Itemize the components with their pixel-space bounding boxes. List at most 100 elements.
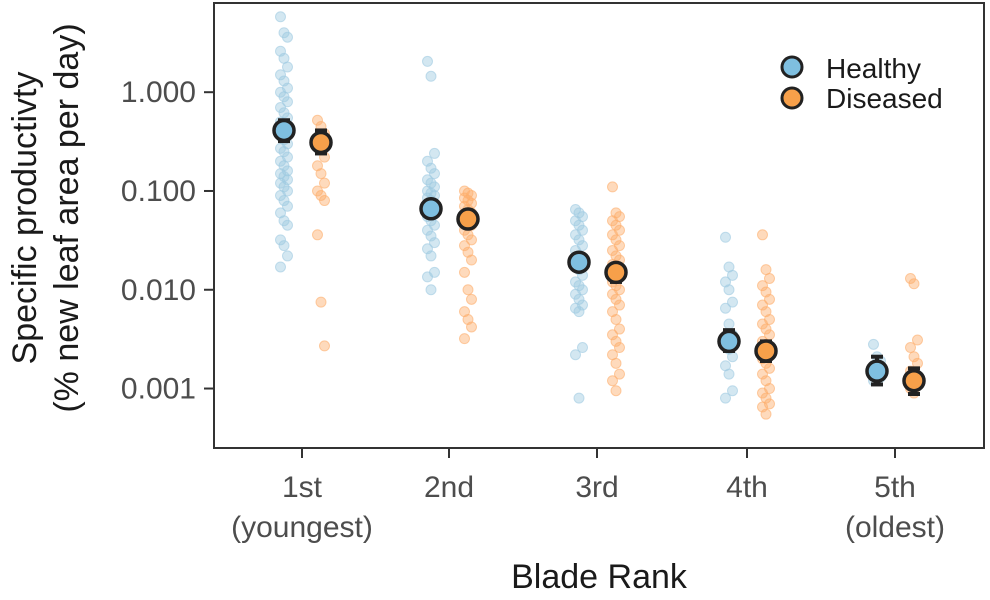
raw-point-healthy bbox=[429, 147, 440, 159]
raw-point-healthy bbox=[278, 240, 290, 252]
raw-point-diseased bbox=[760, 408, 772, 420]
raw-point-diseased bbox=[610, 385, 622, 397]
raw-point-healthy bbox=[282, 219, 293, 231]
raw-point-diseased bbox=[319, 195, 330, 207]
raw-point-diseased bbox=[614, 299, 625, 311]
raw-point-healthy bbox=[422, 224, 433, 236]
raw-point-healthy bbox=[720, 392, 731, 404]
raw-point-healthy bbox=[282, 250, 293, 262]
raw-point-diseased bbox=[459, 266, 470, 278]
raw-point-diseased bbox=[466, 254, 477, 266]
raw-point-healthy bbox=[720, 231, 731, 243]
plot-panel bbox=[213, 2, 985, 449]
raw-point-diseased bbox=[908, 278, 920, 290]
y-tick-label: 0.100 bbox=[121, 175, 196, 208]
raw-point-diseased bbox=[607, 181, 618, 193]
raw-point-diseased bbox=[610, 335, 622, 347]
raw-point-diseased bbox=[312, 114, 323, 126]
raw-point-diseased bbox=[462, 284, 474, 296]
raw-point-diseased bbox=[614, 342, 625, 354]
raw-point-healthy bbox=[573, 392, 585, 404]
raw-point-diseased bbox=[610, 357, 622, 369]
mean-point-healthy bbox=[272, 118, 296, 143]
raw-point-diseased bbox=[757, 299, 768, 311]
raw-point-healthy bbox=[282, 61, 293, 73]
raw-point-diseased bbox=[757, 280, 768, 292]
x-tick-sublabel: (oldest) bbox=[845, 511, 945, 544]
raw-point-healthy bbox=[723, 318, 735, 330]
x-tick-label: 5th bbox=[874, 471, 916, 504]
y-axis: 1.000 0.100 0.010 0.001 bbox=[121, 76, 214, 406]
x-tick-label: 3rd bbox=[575, 471, 618, 504]
raw-point-diseased bbox=[764, 273, 775, 285]
x-axis-title: Blade Rank bbox=[511, 558, 688, 596]
raw-point-healthy bbox=[425, 162, 437, 174]
raw-point-diseased bbox=[315, 168, 327, 180]
raw-point-healthy bbox=[282, 96, 293, 108]
raw-point-diseased bbox=[760, 323, 772, 335]
raw-point-healthy bbox=[429, 168, 440, 180]
x-tick-sublabel: (youngest) bbox=[231, 511, 373, 544]
raw-point-healthy bbox=[723, 284, 735, 296]
raw-point-diseased bbox=[610, 313, 622, 325]
legend: Healthy Diseased bbox=[780, 53, 943, 114]
raw-point-healthy bbox=[727, 296, 738, 308]
raw-point-diseased bbox=[764, 362, 775, 374]
raw-point-healthy bbox=[275, 69, 286, 81]
raw-point-diseased bbox=[319, 177, 330, 189]
raw-point-diseased bbox=[610, 234, 622, 246]
raw-point-healthy bbox=[425, 250, 437, 262]
y-tick-label: 0.001 bbox=[121, 373, 196, 406]
raw-point-diseased bbox=[315, 296, 327, 308]
raw-point-healthy bbox=[275, 234, 286, 246]
raw-point-diseased bbox=[459, 240, 470, 252]
raw-point-healthy bbox=[422, 271, 433, 283]
raw-point-healthy bbox=[282, 200, 293, 212]
raw-point-diseased bbox=[912, 334, 923, 346]
x-tick-label: 1st bbox=[282, 471, 323, 504]
raw-point-diseased bbox=[466, 321, 477, 333]
x-tick-label: 2nd bbox=[424, 471, 474, 504]
mean-point-diseased bbox=[754, 339, 778, 363]
raw-point-healthy bbox=[868, 338, 879, 350]
raw-point-healthy bbox=[425, 230, 437, 242]
raw-point-healthy bbox=[720, 302, 731, 314]
raw-point-diseased bbox=[607, 375, 618, 387]
x-axis: 1st (youngest) 2nd 3rd 4th 5th (oldest) bbox=[231, 448, 945, 544]
raw-point-diseased bbox=[312, 229, 323, 241]
raw-point-healthy bbox=[422, 55, 433, 67]
summary-layer bbox=[272, 118, 926, 397]
raw-point-diseased bbox=[905, 342, 916, 354]
y-axis-title-line2: (% new leaf area per day) bbox=[48, 23, 86, 412]
raw-point-healthy bbox=[275, 11, 286, 23]
raw-point-healthy bbox=[278, 195, 290, 207]
raw-point-diseased bbox=[764, 293, 775, 305]
raw-point-healthy bbox=[577, 342, 588, 354]
mean-point-diseased bbox=[309, 130, 333, 155]
raw-point-healthy bbox=[723, 368, 735, 380]
raw-point-healthy bbox=[727, 269, 738, 281]
raw-point-diseased bbox=[466, 234, 477, 246]
raw-point-diseased bbox=[757, 229, 768, 241]
mean-point-healthy bbox=[865, 359, 889, 383]
legend-label-healthy: Healthy bbox=[826, 53, 921, 84]
y-tick-label: 0.010 bbox=[121, 274, 196, 307]
legend-label-diseased: Diseased bbox=[826, 83, 943, 114]
raw-point-diseased bbox=[908, 351, 920, 363]
raw-point-diseased bbox=[319, 340, 330, 352]
raw-point-healthy bbox=[727, 351, 738, 363]
raw-point-healthy bbox=[282, 31, 293, 43]
mean-point-diseased bbox=[456, 207, 480, 231]
raw-point-diseased bbox=[466, 293, 477, 305]
y-axis-title-line1: Specific productivty bbox=[6, 72, 44, 365]
raw-point-diseased bbox=[459, 333, 470, 345]
legend-marker-diseased bbox=[780, 86, 804, 110]
y-tick-label: 1.000 bbox=[121, 76, 196, 109]
raw-point-healthy bbox=[278, 146, 290, 158]
raw-point-diseased bbox=[607, 329, 618, 341]
raw-point-diseased bbox=[757, 368, 768, 380]
legend-marker-healthy bbox=[780, 55, 804, 79]
raw-point-diseased bbox=[610, 293, 622, 305]
mean-point-diseased bbox=[604, 260, 628, 285]
